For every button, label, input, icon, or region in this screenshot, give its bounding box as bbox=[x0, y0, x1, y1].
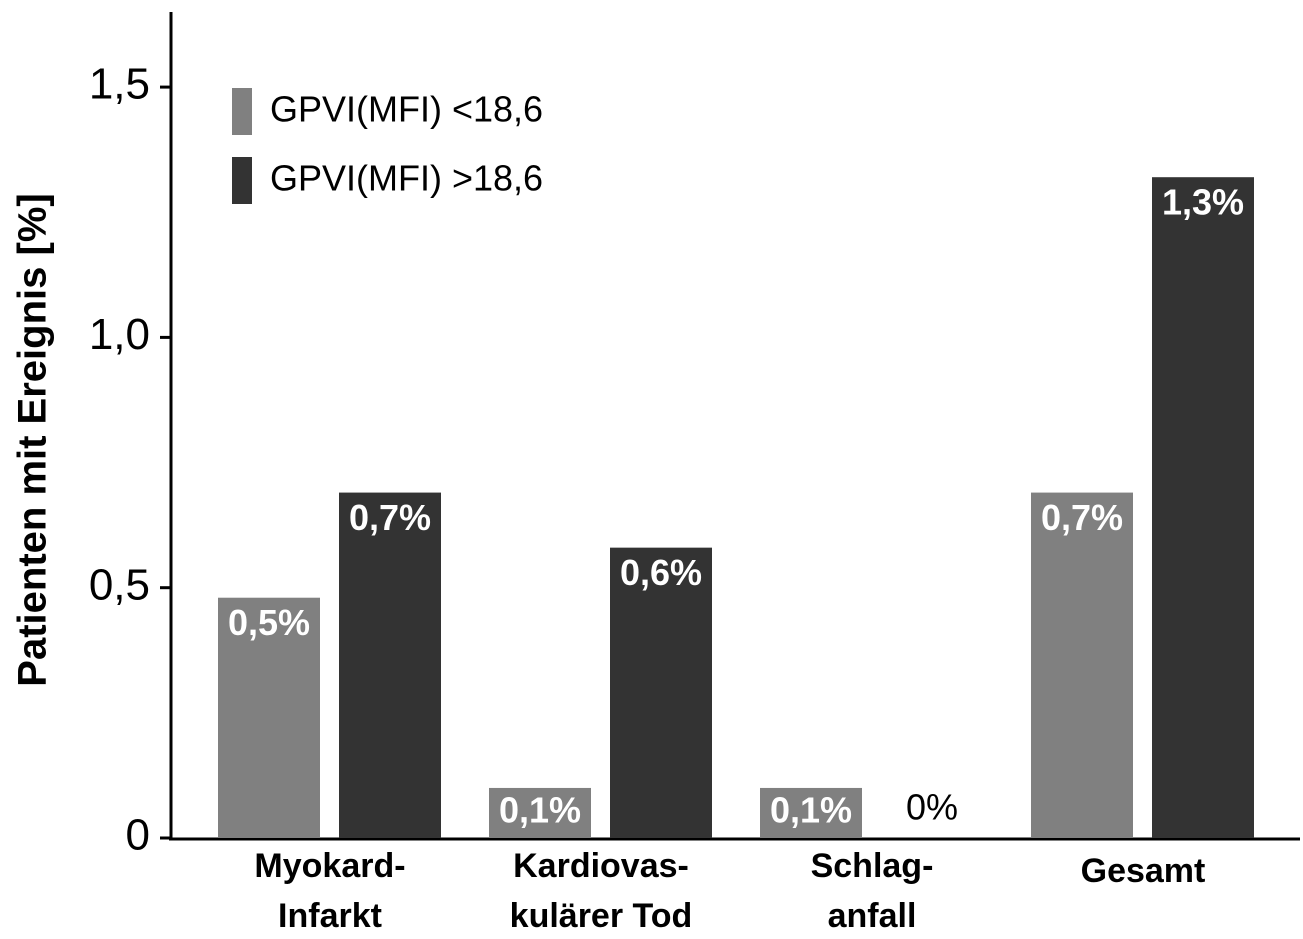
y-tick-label: 0,5 bbox=[89, 560, 150, 609]
y-tick-label: 1,5 bbox=[89, 60, 150, 109]
value-label: 0% bbox=[906, 787, 958, 828]
x-tick-label: Schlag-anfall bbox=[811, 847, 934, 935]
value-label: 0,7% bbox=[349, 497, 431, 538]
value-label: 0,5% bbox=[228, 602, 310, 643]
bar bbox=[760, 787, 862, 838]
x-tick-label: Gesamt bbox=[1081, 852, 1206, 890]
x-tick-label: Kardiovas-kulärer Tod bbox=[510, 847, 693, 935]
y-tick-label: 1,0 bbox=[89, 310, 150, 359]
bar bbox=[1031, 492, 1133, 838]
value-label: 1,3% bbox=[1162, 182, 1244, 223]
bar bbox=[339, 492, 441, 838]
bar bbox=[218, 597, 320, 838]
value-label: 0,6% bbox=[620, 552, 702, 593]
value-label: 0,1% bbox=[770, 789, 852, 830]
bar bbox=[1152, 177, 1254, 838]
x-tick-label: Myokard-Infarkt bbox=[254, 847, 405, 935]
value-label: 0,1% bbox=[499, 789, 581, 830]
value-label: 0,7% bbox=[1041, 497, 1123, 538]
legend-swatch bbox=[232, 157, 252, 204]
bar bbox=[489, 787, 591, 838]
legend-label: GPVI(MFI) >18,6 bbox=[270, 158, 543, 199]
y-axis-label: Patienten mit Ereignis [%] bbox=[11, 193, 55, 686]
bar bbox=[610, 547, 712, 838]
y-tick-label: 0 bbox=[126, 811, 150, 860]
legend-label: GPVI(MFI) <18,6 bbox=[270, 89, 543, 130]
legend-swatch bbox=[232, 88, 252, 135]
